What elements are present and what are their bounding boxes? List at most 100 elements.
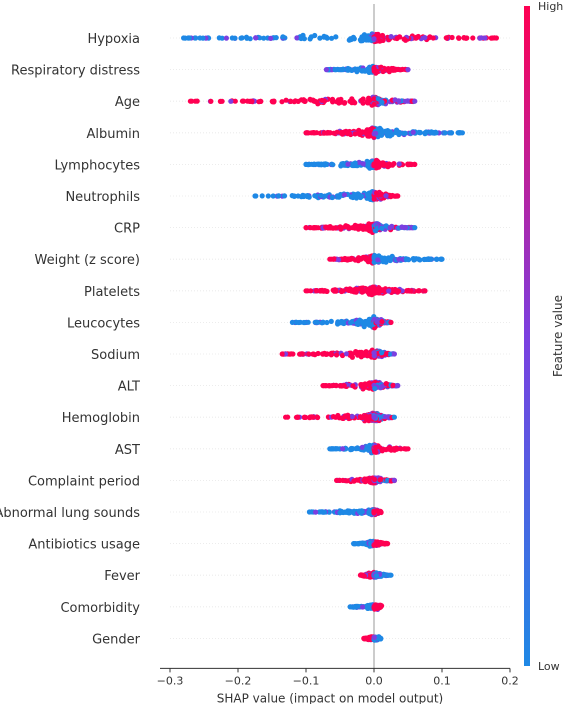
shap-point bbox=[307, 36, 313, 42]
shap-point bbox=[372, 228, 378, 234]
feature-label: Albumin bbox=[86, 127, 140, 142]
shap-point bbox=[342, 224, 348, 230]
shap-point bbox=[378, 509, 384, 515]
shap-point bbox=[412, 256, 418, 262]
shap-point bbox=[308, 97, 314, 103]
shap-point bbox=[361, 324, 367, 330]
shap-point bbox=[268, 35, 274, 42]
shap-point bbox=[265, 193, 271, 199]
shap-point bbox=[313, 225, 319, 231]
shap-point bbox=[329, 194, 335, 201]
shap-point bbox=[391, 414, 397, 420]
shap-point bbox=[397, 34, 403, 40]
shap-point bbox=[357, 131, 363, 137]
shap-point bbox=[396, 131, 402, 138]
shap-point bbox=[306, 509, 312, 515]
shap-point bbox=[256, 99, 262, 105]
shap-point bbox=[334, 446, 341, 452]
shap-point bbox=[490, 35, 496, 41]
shap-point bbox=[351, 162, 357, 168]
shap-point bbox=[186, 35, 193, 41]
shap-point bbox=[337, 510, 343, 516]
feature-label: Complaint period bbox=[28, 474, 140, 489]
colorbar-high-label: High bbox=[538, 0, 563, 13]
shap-point bbox=[401, 36, 407, 42]
shap-point bbox=[338, 318, 344, 325]
shap-point bbox=[352, 350, 358, 356]
shap-point bbox=[200, 35, 206, 41]
shap-point bbox=[334, 352, 340, 358]
feature-label: Hypoxia bbox=[87, 32, 140, 47]
feature-label: Leucocytes bbox=[67, 316, 140, 331]
shap-point bbox=[303, 225, 309, 231]
shap-point bbox=[410, 129, 416, 135]
shap-point bbox=[280, 34, 286, 40]
shap-point bbox=[348, 288, 355, 294]
shap-point bbox=[359, 444, 365, 450]
shap-point bbox=[333, 225, 339, 231]
shap-point bbox=[482, 35, 488, 41]
shap-point bbox=[275, 193, 281, 199]
shap-point bbox=[334, 99, 340, 105]
shap-point bbox=[372, 386, 378, 392]
shap-point bbox=[350, 34, 356, 41]
shap-point bbox=[312, 32, 318, 39]
feature-label: Abnormal lung sounds bbox=[0, 506, 140, 521]
shap-point bbox=[298, 35, 304, 42]
shap-point bbox=[430, 130, 436, 136]
colorbar-gradient bbox=[524, 6, 530, 666]
shap-point bbox=[345, 161, 351, 167]
shap-point bbox=[269, 98, 275, 104]
shap-point bbox=[327, 256, 333, 262]
shap-point bbox=[360, 352, 366, 358]
shap-point bbox=[359, 541, 366, 547]
shap-point bbox=[319, 320, 325, 326]
shap-point bbox=[350, 383, 356, 389]
shap-point bbox=[379, 225, 385, 231]
shap-point bbox=[434, 256, 440, 262]
shap-point bbox=[412, 161, 418, 167]
shap-point bbox=[291, 193, 298, 199]
shap-point bbox=[331, 288, 337, 294]
shap-point bbox=[328, 351, 334, 357]
shap-point bbox=[363, 349, 369, 355]
shap-point bbox=[334, 129, 340, 135]
shap-point bbox=[405, 446, 411, 452]
shap-point bbox=[273, 35, 279, 41]
shap-point bbox=[216, 35, 222, 41]
shap-point bbox=[337, 224, 343, 230]
shap-point bbox=[360, 96, 366, 102]
shap-point bbox=[365, 131, 372, 137]
shap-point bbox=[346, 37, 352, 43]
shap-point bbox=[384, 477, 390, 483]
shap-point bbox=[388, 34, 394, 40]
shap-point bbox=[442, 130, 448, 136]
shap-point bbox=[379, 99, 385, 105]
shap-point bbox=[279, 351, 285, 357]
shap-point bbox=[348, 320, 354, 326]
feature-label: Respiratory distress bbox=[11, 64, 140, 79]
shap-point bbox=[349, 96, 355, 102]
shap-point bbox=[375, 542, 381, 548]
shap-point bbox=[345, 510, 351, 516]
shap-point bbox=[357, 509, 363, 516]
shap-point bbox=[279, 99, 285, 105]
shap-point bbox=[325, 224, 331, 231]
shap-point bbox=[352, 131, 358, 137]
shap-point bbox=[383, 193, 389, 199]
shap-point bbox=[416, 288, 422, 294]
shap-point bbox=[340, 446, 346, 452]
shap-point bbox=[364, 604, 370, 610]
shap-point bbox=[261, 35, 267, 41]
shap-point bbox=[360, 161, 366, 167]
shap-point bbox=[348, 446, 354, 452]
shap-point bbox=[374, 319, 380, 325]
shap-point bbox=[406, 257, 412, 263]
shap-point bbox=[371, 476, 378, 482]
shap-point bbox=[394, 127, 400, 133]
shap-point bbox=[339, 415, 345, 421]
shap-point bbox=[228, 98, 234, 104]
shap-point bbox=[371, 353, 377, 359]
shap-point bbox=[379, 540, 385, 547]
shap-point bbox=[299, 351, 305, 357]
